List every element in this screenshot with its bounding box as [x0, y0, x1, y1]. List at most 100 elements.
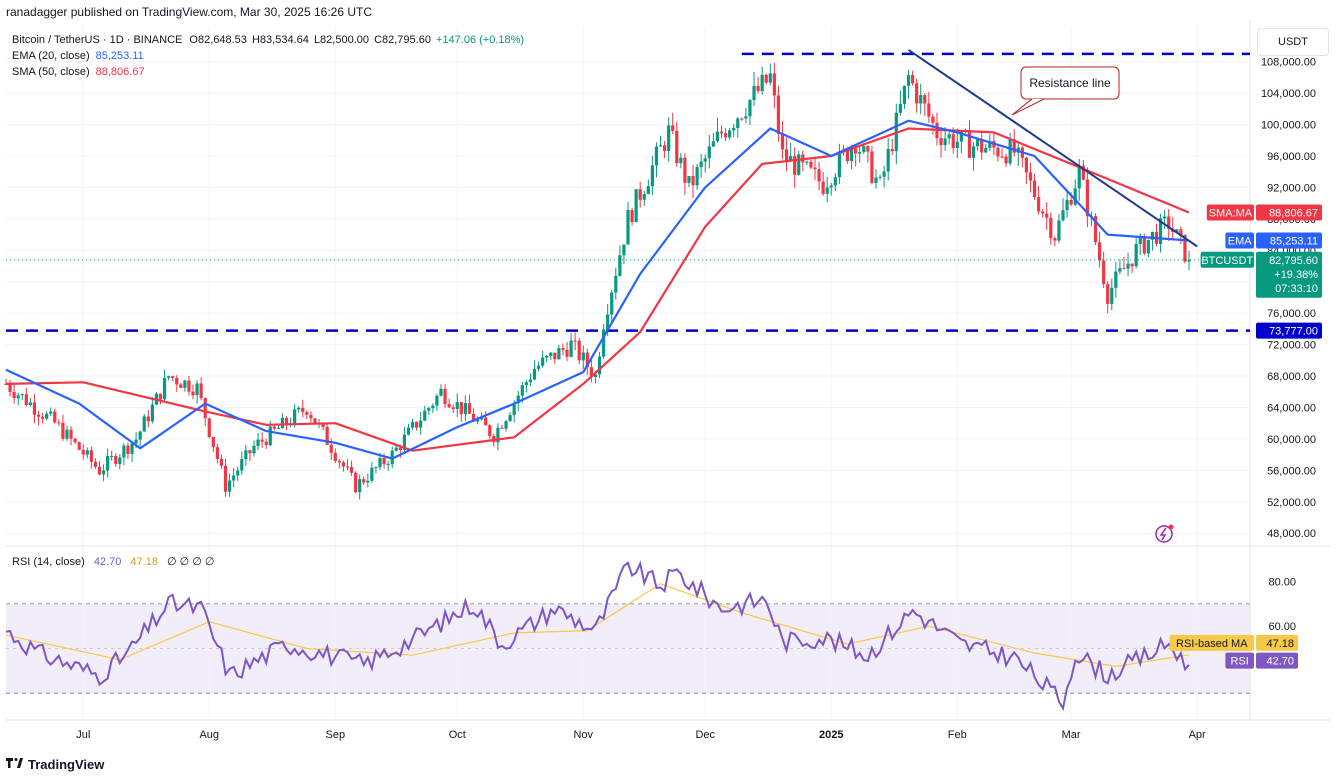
candle-body [988, 141, 992, 148]
candle-body [386, 464, 390, 466]
candle-body [1138, 236, 1142, 245]
candle-body [614, 275, 618, 293]
sma-value: 88,806.67 [95, 66, 145, 78]
candle-body [805, 161, 809, 163]
candle-body [662, 145, 667, 152]
symbol-title[interactable]: Bitcoin / TetherUS · 1D · BINANCE [12, 34, 183, 46]
candle-body [57, 422, 61, 424]
candle-body [451, 407, 455, 410]
candle-body [146, 416, 150, 422]
sma-tag-label-bg [1206, 204, 1254, 221]
candle-body [679, 157, 683, 164]
candle-body [1049, 217, 1053, 239]
price-tick-label: 56,000.00 [1267, 465, 1316, 477]
high-value: H83,534.64 [251, 34, 309, 46]
price-tag-label-bg [1200, 251, 1254, 268]
candle-body [138, 431, 142, 440]
candle-body [845, 149, 850, 162]
lightning-icon-bolt [1159, 527, 1167, 541]
candle-body [723, 133, 728, 138]
candle-body [500, 427, 504, 429]
candle-body [158, 393, 163, 400]
support-tag-value-bg [1256, 322, 1322, 339]
candle-body [183, 380, 187, 388]
candle-body [268, 426, 272, 446]
candle-body [227, 480, 232, 492]
candle-body [919, 95, 923, 104]
candle-body [374, 467, 378, 469]
candle-body [1146, 239, 1150, 254]
candle-body [321, 423, 325, 427]
ema-tag-value-bg [1256, 232, 1322, 249]
candle-body [467, 403, 472, 414]
candle-body [459, 402, 463, 415]
candle-body [130, 443, 134, 454]
sma-legend[interactable]: SMA (50, close) 88,806.67 [12, 64, 145, 80]
price-tick-label: 92,000.00 [1267, 182, 1316, 194]
candle-body [825, 187, 829, 194]
candle-body [898, 103, 902, 113]
candle-body [610, 292, 614, 315]
candle-body [622, 244, 626, 256]
candle-body [1163, 216, 1167, 219]
candle-body [435, 395, 439, 406]
candle-body [354, 472, 358, 493]
price-tick-label: 64,000.00 [1267, 402, 1316, 414]
price-tick-label: 84,000.00 [1267, 245, 1316, 257]
candle-body [866, 146, 870, 152]
candle-body [541, 357, 545, 366]
candle-body [264, 441, 268, 446]
candle-body [821, 181, 825, 194]
ema-legend[interactable]: EMA (20, close) 85,253.11 [12, 48, 144, 64]
rsi-ma-tag: 47.18 RSI-based MA [1169, 634, 1298, 651]
candle-body [683, 157, 687, 183]
sma-line [5, 127, 1190, 452]
candle-body [475, 419, 480, 422]
lightning-icon-ring [1155, 525, 1173, 543]
candle-body [175, 377, 179, 385]
grid [6, 20, 1330, 721]
candle-body [40, 416, 45, 419]
candle-body [955, 141, 959, 149]
rsi-ma-tag-label: RSI-based MA [1176, 638, 1248, 650]
rsi-tick-label: 80.00 [1268, 577, 1296, 589]
candle-body [915, 83, 919, 104]
support-tag: 73,777.00 [1256, 322, 1322, 339]
currency-unit-button[interactable]: USDT [1257, 28, 1329, 56]
candle-body [740, 118, 744, 120]
price-tick-label: 52,000.00 [1267, 497, 1316, 509]
candle-body [748, 100, 752, 117]
rsi-value: 42.70 [93, 556, 122, 568]
time-tick-label: Feb [948, 729, 967, 741]
candle-body [1081, 165, 1085, 180]
candle-body [886, 149, 890, 172]
candle-body [532, 368, 537, 380]
candle-body [232, 475, 236, 481]
candle-body [654, 146, 659, 166]
price-tick-label: 96,000.00 [1267, 151, 1316, 163]
candle-body [984, 147, 988, 153]
candle-body [480, 417, 484, 420]
price-tag: 82,795.60 +19.38% 07:33:10 BTCUSDT [1200, 251, 1322, 298]
candle-body [1122, 268, 1126, 270]
ema-value: 85,253.11 [95, 50, 144, 62]
candle-body [927, 103, 931, 117]
candle-body [1158, 218, 1163, 244]
candle-body [134, 439, 138, 444]
candle-body [24, 394, 28, 406]
candle-body [524, 382, 528, 386]
candle-body [626, 209, 630, 245]
open-value: O82,648.53 [189, 34, 247, 46]
support-tag-value: 73,777.00 [1269, 326, 1318, 338]
candle-body [370, 467, 374, 481]
candle-body [252, 445, 256, 454]
ema-tag-label: EMA [1228, 235, 1253, 247]
candle-body [1073, 188, 1077, 205]
candle-body [114, 455, 118, 464]
candle-body [358, 479, 362, 493]
sma-tag-value-bg [1256, 204, 1322, 221]
rsi-legend[interactable]: RSI (14, close) 42.70 47.18 ∅ ∅ ∅ ∅ [12, 554, 215, 570]
candle-body [752, 86, 756, 101]
close-value: C82,795.60 [374, 34, 431, 46]
